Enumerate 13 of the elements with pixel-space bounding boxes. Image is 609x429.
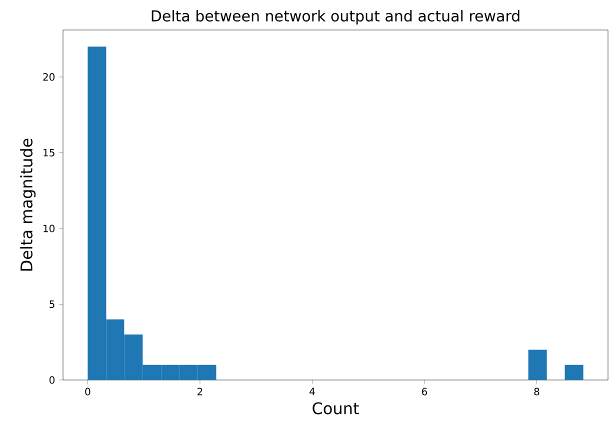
x-tick-label: 8	[534, 388, 540, 396]
x-tick-label: 6	[422, 388, 428, 396]
x-tick-label: 2	[198, 388, 202, 396]
x-axis-title: Count	[312, 402, 359, 414]
y-tick-label: 0	[50, 376, 55, 384]
x-tick-label: 4	[310, 388, 315, 396]
y-tick-label: 10	[44, 224, 55, 232]
y-axis-title: Delta magnitude	[20, 138, 36, 271]
y-tick-label: 15	[44, 149, 54, 156]
x-tick-label: 0	[85, 388, 90, 396]
y-tick-label: 5	[50, 300, 54, 308]
chart-title: Delta between network output and actual reward	[152, 10, 520, 24]
y-tick-label: 20	[43, 73, 55, 81]
